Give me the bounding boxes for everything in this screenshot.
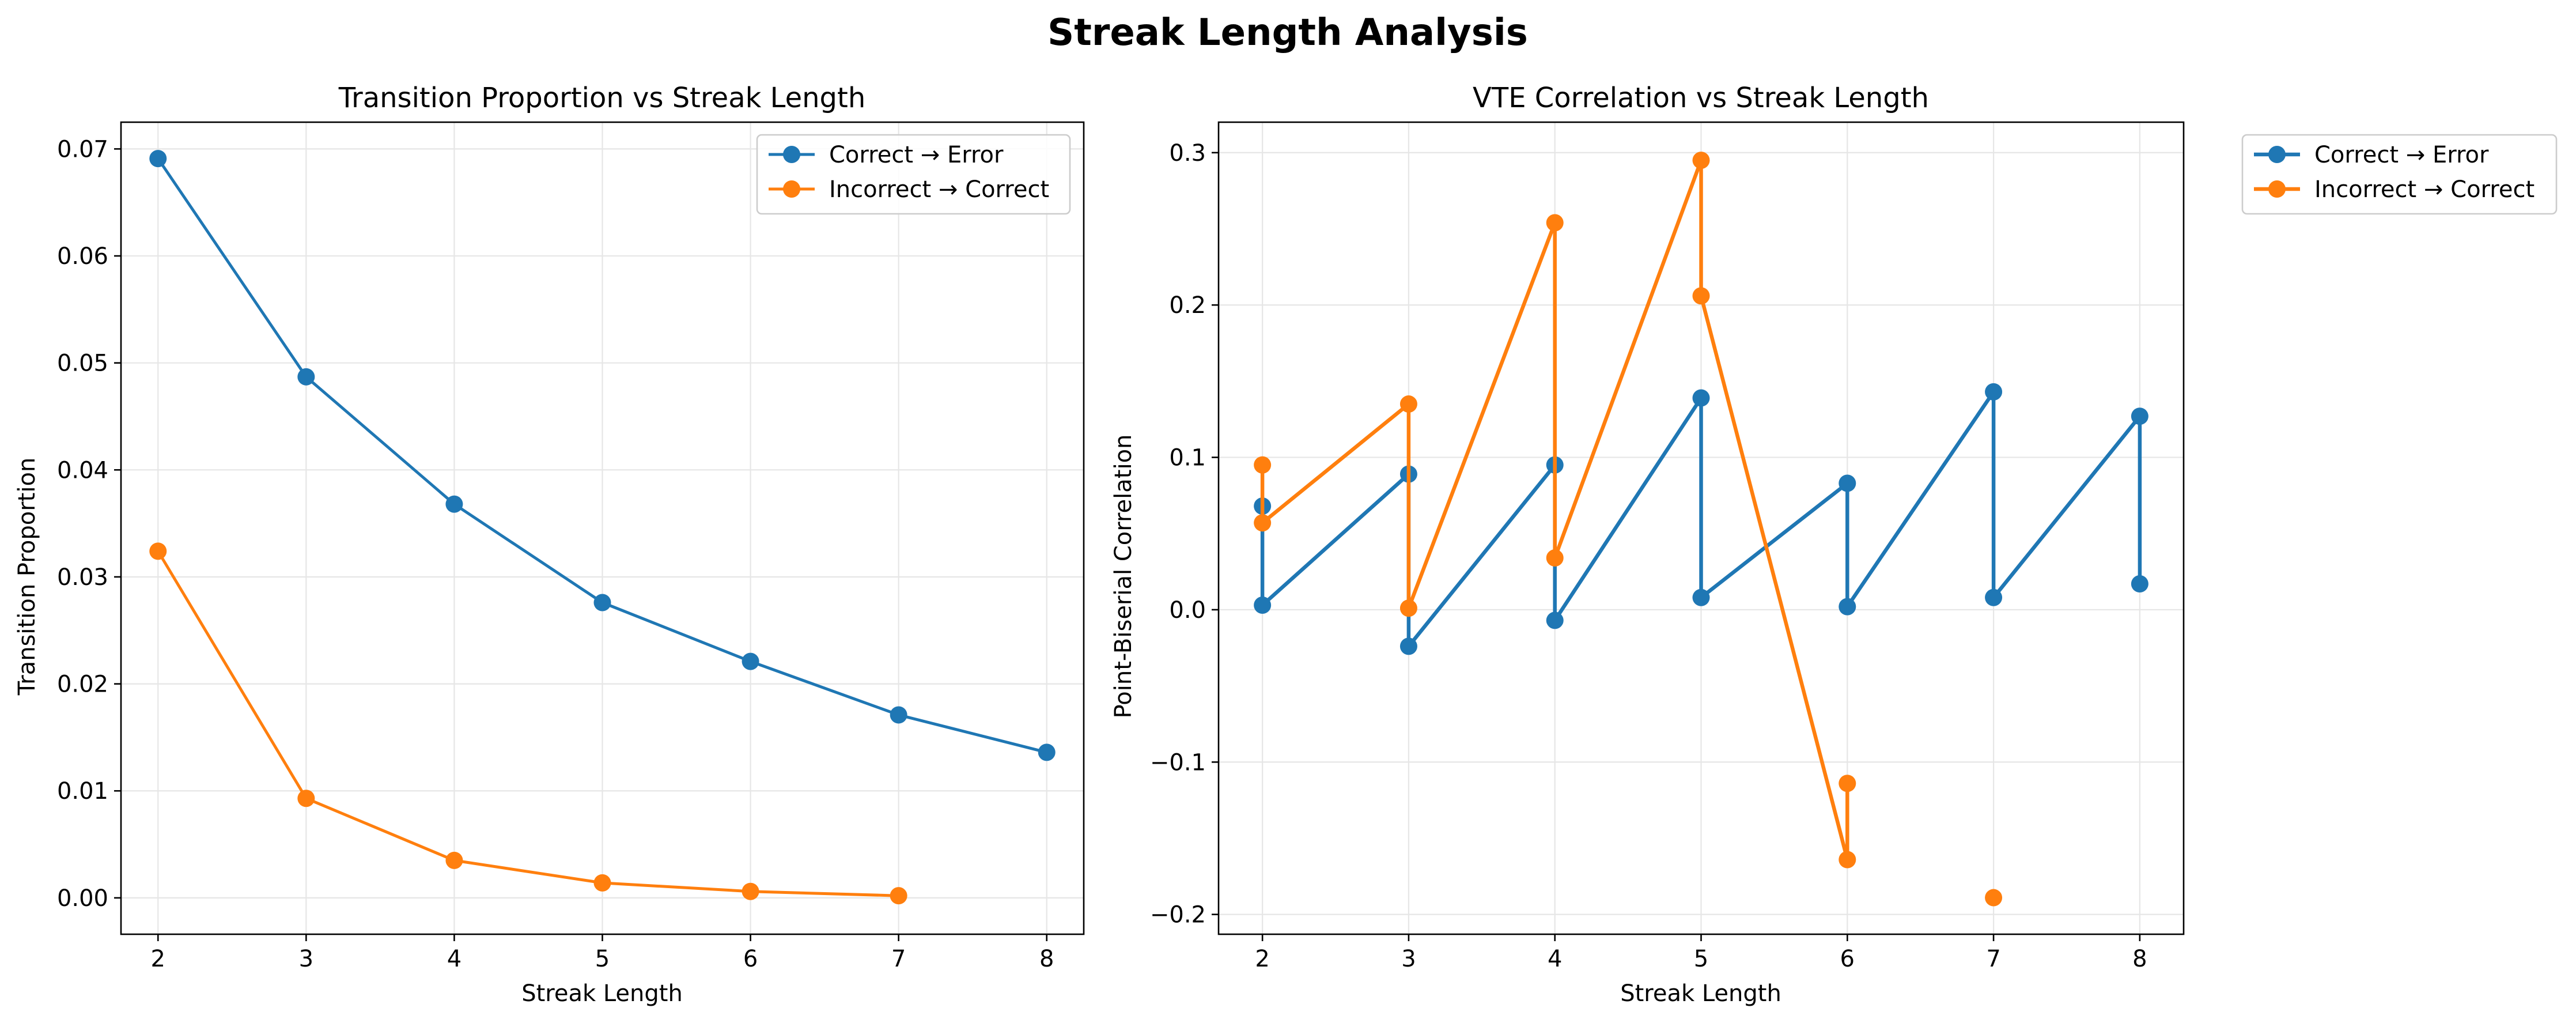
x-tick-label: 5 <box>1694 946 1708 972</box>
y-tick-label: 0.01 <box>57 778 108 805</box>
y-tick-label: 0.04 <box>57 457 108 484</box>
legend-swatch-marker <box>2268 180 2286 198</box>
chart-vte-correlation: VTE Correlation vs Streak Length Streak … <box>1110 82 2558 1007</box>
x-tick-label: 8 <box>2132 946 2147 972</box>
x-tick-label: 3 <box>299 946 313 972</box>
x-tick-label: 4 <box>447 946 462 972</box>
data-point <box>1839 775 1856 792</box>
legend-label: Incorrect → Correct <box>2314 176 2535 203</box>
data-point <box>445 495 463 513</box>
y-tick-label: −0.1 <box>1150 749 1206 776</box>
x-tick-label: 7 <box>1986 946 2000 972</box>
data-point <box>149 542 167 560</box>
y-tick-label: 0.05 <box>57 350 108 377</box>
y-tick-label: 0.00 <box>57 885 108 912</box>
legend-swatch-marker <box>2268 146 2286 163</box>
x-axis-label: Streak Length <box>521 980 683 1007</box>
y-tick-label: 0.1 <box>1169 445 1206 471</box>
data-point <box>1839 851 1856 869</box>
data-point <box>2131 575 2148 592</box>
y-axis-label: Transition Proportion <box>14 458 40 696</box>
y-tick-label: 0.3 <box>1169 140 1206 167</box>
y-axis-label: Point-Biserial Correlation <box>1110 435 1137 719</box>
data-point <box>297 790 315 807</box>
y-tick-label: −0.2 <box>1150 902 1206 928</box>
y-tick-label: 0.2 <box>1169 292 1206 319</box>
data-point <box>1546 549 1564 567</box>
legend: Correct → Error Incorrect → Correct <box>2241 134 2558 215</box>
data-point <box>1692 152 1710 169</box>
series-line <box>1260 158 1849 862</box>
data-point <box>742 882 759 900</box>
y-tick-label: 0.03 <box>57 564 108 591</box>
chart-transition-proportion: Transition Proportion vs Streak Length S… <box>14 82 1085 1007</box>
y-tick-label: 0.06 <box>57 243 108 270</box>
data-point <box>890 706 907 724</box>
y-tick-label: 0.02 <box>57 671 108 698</box>
data-point <box>1399 395 1417 413</box>
x-tick-label: 2 <box>151 946 165 972</box>
legend-label: Correct → Error <box>829 142 1004 168</box>
y-tick-label: 0.0 <box>1169 597 1206 624</box>
legend-label: Incorrect → Correct <box>829 176 1049 203</box>
x-axis-label: Streak Length <box>1620 980 1781 1007</box>
data-point <box>1692 389 1710 407</box>
legend: Correct → Error Incorrect → Correct <box>756 134 1071 215</box>
data-point <box>1985 588 2003 606</box>
chart-title: VTE Correlation vs Streak Length <box>1473 82 1929 114</box>
data-point <box>2131 407 2148 425</box>
data-point <box>1038 743 1056 761</box>
legend-label: Correct → Error <box>2314 142 2489 168</box>
data-point <box>445 851 463 869</box>
data-point <box>1254 514 1272 532</box>
x-tick-label: 4 <box>1548 946 1562 972</box>
data-point <box>1692 287 1710 305</box>
chart-title: Transition Proportion vs Streak Length <box>338 82 866 114</box>
y-tick-label: 0.07 <box>57 136 108 163</box>
figure-title: Streak Length Analysis <box>1047 12 1528 54</box>
legend-swatch-marker <box>783 146 800 163</box>
data-point <box>593 594 611 611</box>
x-tick-label: 6 <box>743 946 758 972</box>
data-point <box>593 874 611 892</box>
x-tick-label: 6 <box>1840 946 1855 972</box>
x-tick-label: 7 <box>891 946 906 972</box>
data-point <box>149 150 167 168</box>
data-point <box>1546 214 1564 232</box>
data-point <box>1692 588 1710 606</box>
legend-swatch-marker <box>783 180 800 198</box>
series-line <box>157 550 899 897</box>
x-tick-label: 2 <box>1255 946 1269 972</box>
legend-box <box>756 134 1071 215</box>
data-point <box>742 652 759 670</box>
x-tick-label: 5 <box>595 946 610 972</box>
data-point <box>297 368 315 386</box>
data-point <box>1254 456 1272 474</box>
data-point <box>1839 474 1856 492</box>
data-point <box>1254 596 1272 614</box>
data-point <box>1546 611 1564 629</box>
data-point <box>1985 383 2003 401</box>
legend-box <box>2241 134 2558 215</box>
data-point <box>890 887 907 905</box>
x-tick-label: 3 <box>1401 946 1416 972</box>
data-point <box>1839 598 1856 616</box>
x-tick-label: 8 <box>1039 946 1054 972</box>
data-point <box>1399 599 1417 617</box>
data-point <box>1985 889 2003 907</box>
data-point <box>1399 637 1417 655</box>
